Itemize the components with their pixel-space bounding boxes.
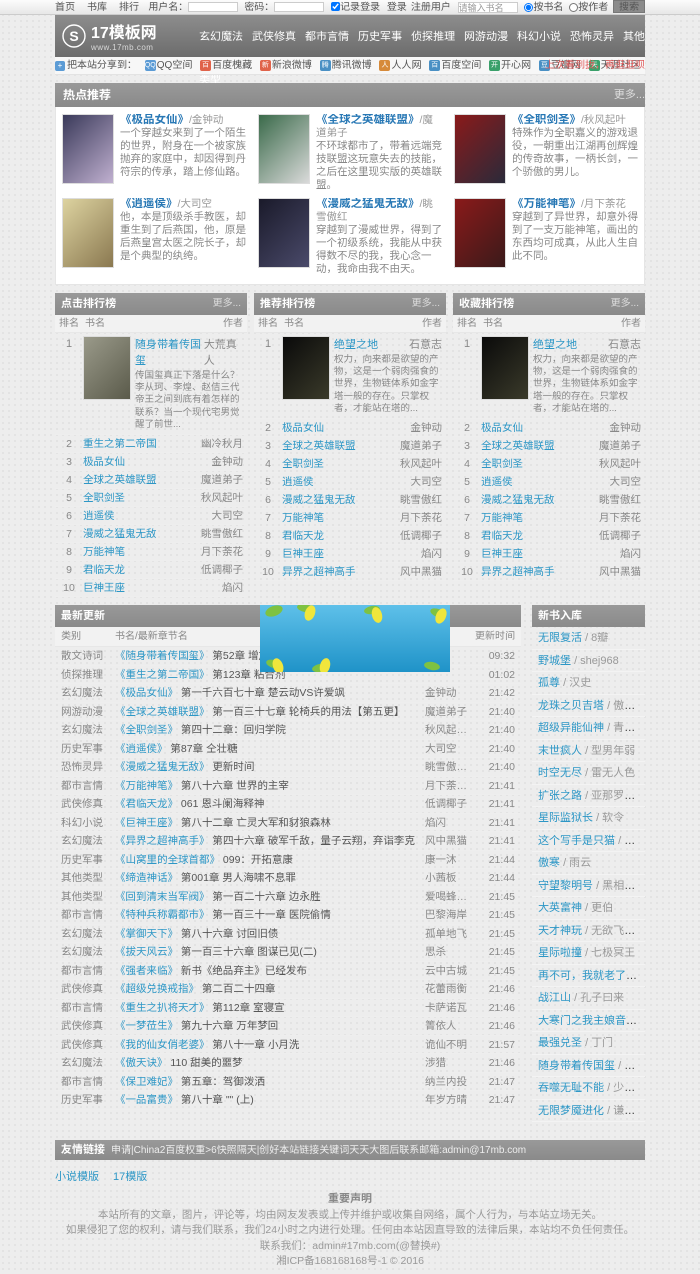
svg-text:S: S <box>69 28 78 44</box>
